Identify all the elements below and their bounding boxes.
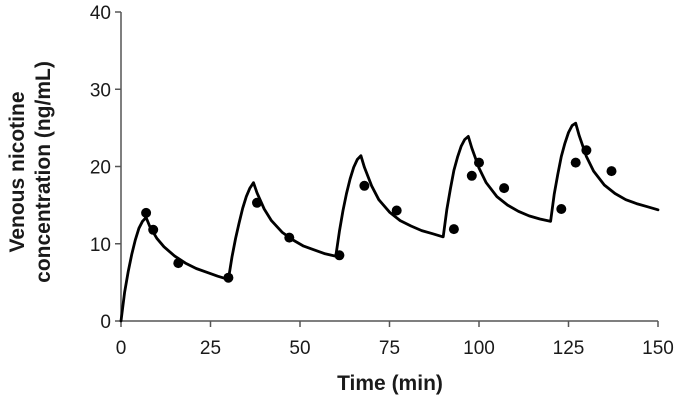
observed-data-point [606,166,617,177]
x-tick-label: 25 [200,338,221,359]
x-tick-label: 50 [289,338,310,359]
tick-labels: 0 10 20 30 40 0 25 50 75 100 125 150 [90,3,674,359]
observed-data-point [334,250,345,261]
observed-data-point [570,157,581,168]
y-axis-title: Venous nicotine concentration (ng/mL) [6,61,55,283]
model-curve-line [119,121,660,323]
observed-data-point [148,224,159,235]
y-axis-title-line-2: concentration (ng/mL) [32,61,55,283]
x-tick-label: 0 [116,338,127,359]
observed-data-point [391,205,402,216]
observed-data-point [474,157,484,168]
observed-data-point [252,197,262,208]
plot-area [119,121,660,323]
observed-data-point [466,170,477,181]
observed-data-point [359,180,370,191]
x-tick-label: 150 [642,338,674,359]
y-tick-label: 40 [90,3,111,24]
observed-data-point [284,232,295,243]
y-tick-label: 0 [100,312,111,333]
chart-axes [115,11,659,327]
y-tick-label: 20 [90,158,111,179]
observed-data-point [581,145,592,156]
y-axis-title-line-1: Venous nicotine [6,91,29,252]
x-axis-title: Time (min) [337,372,443,395]
observed-data-point [173,258,184,269]
observed-data-point [499,183,510,194]
x-tick-label: 100 [463,338,495,359]
y-tick-label: 10 [90,235,111,256]
observed-data-point [141,207,152,218]
observed-data-point [448,224,459,235]
x-tick-label: 125 [553,338,585,359]
x-tick-label: 75 [379,338,400,359]
y-tick-label: 30 [90,80,111,101]
observed-data-point [556,204,567,214]
observed-data-point [223,272,234,283]
